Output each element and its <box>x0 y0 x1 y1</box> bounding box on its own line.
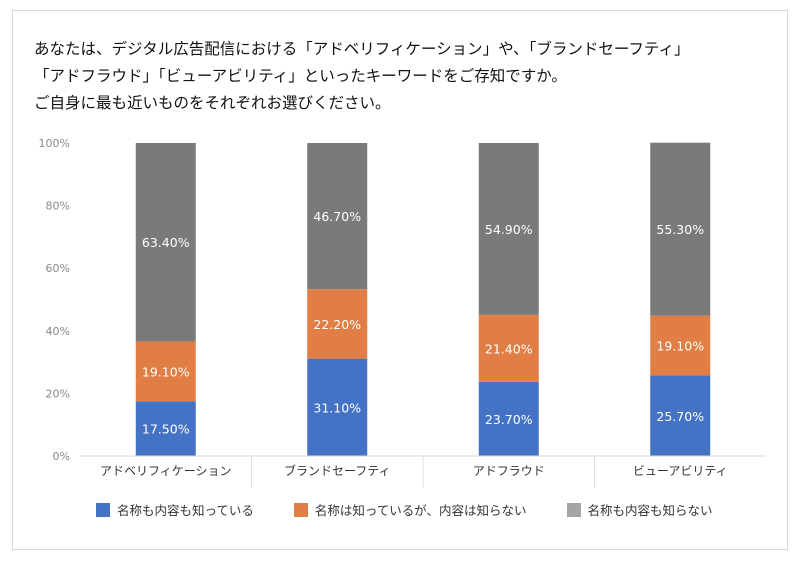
x-tick-label: ブランドセーフティ <box>284 463 391 478</box>
legend-label: 名称も内容も知らない <box>587 503 713 518</box>
data-label: 23.70% <box>485 412 533 427</box>
y-tick-label: 0% <box>53 450 70 463</box>
bar-segment <box>650 315 711 376</box>
bar-segment <box>135 143 196 342</box>
y-tick-label: 20% <box>46 387 70 400</box>
bar-segment <box>307 289 368 359</box>
x-tick-label: アドフラウド <box>473 464 545 478</box>
bar-segment <box>478 143 539 315</box>
bar-segment <box>307 143 368 290</box>
bar-segment <box>135 341 196 402</box>
legend-label: 名称は知っているが、内容は知らない <box>314 503 527 518</box>
legend-item: 名称も内容も知っている <box>96 500 254 519</box>
data-label: 54.90% <box>485 222 533 237</box>
chart-title: あなたは、デジタル広告配信における「アドベリフィケーション」や、「ブランドセーフ… <box>34 36 774 117</box>
data-label: 31.10% <box>313 400 361 415</box>
data-label: 25.70% <box>656 409 704 424</box>
bar-segment <box>478 381 539 456</box>
data-label: 21.40% <box>485 341 533 356</box>
bar-segment <box>650 375 711 456</box>
data-label: 63.40% <box>142 235 190 250</box>
y-tick-label: 80% <box>46 200 70 213</box>
x-tick-label: ビューアビリティ <box>633 464 728 478</box>
data-label: 46.70% <box>313 209 361 224</box>
bar-segment <box>307 358 368 456</box>
data-label: 55.30% <box>656 222 704 237</box>
legend-label: 名称も内容も知っている <box>117 503 254 518</box>
x-tick-label: アドベリフィケーション <box>100 464 232 478</box>
bar-segment <box>650 142 711 316</box>
data-label: 19.10% <box>142 364 190 379</box>
bar-segment <box>478 314 539 382</box>
y-tick-label: 60% <box>46 262 70 275</box>
title-line-2: 「アドフラウド」「ビューアビリティ」といったキーワードをご存知ですか。 <box>34 67 567 85</box>
data-label: 17.50% <box>142 422 190 437</box>
y-tick-label: 40% <box>46 325 70 338</box>
title-line-3: ご自身に最も近いものをそれぞれお選びください。 <box>34 94 391 112</box>
title-line-1: あなたは、デジタル広告配信における「アドベリフィケーション」や、「ブランドセーフ… <box>34 40 690 58</box>
data-label: 19.10% <box>656 339 704 354</box>
data-label: 22.20% <box>313 317 361 332</box>
legend: 名称も内容も知っている 名称は知っているが、内容は知らない 名称も内容も知らない <box>96 500 753 519</box>
y-tick-label: 100% <box>39 137 70 150</box>
legend-swatch <box>566 502 581 517</box>
legend-swatch <box>293 502 308 517</box>
legend-item: 名称は知っているが、内容は知らない <box>293 500 527 519</box>
legend-item: 名称も内容も知らない <box>566 500 713 519</box>
bar-segment <box>135 401 196 456</box>
legend-swatch <box>96 502 110 517</box>
